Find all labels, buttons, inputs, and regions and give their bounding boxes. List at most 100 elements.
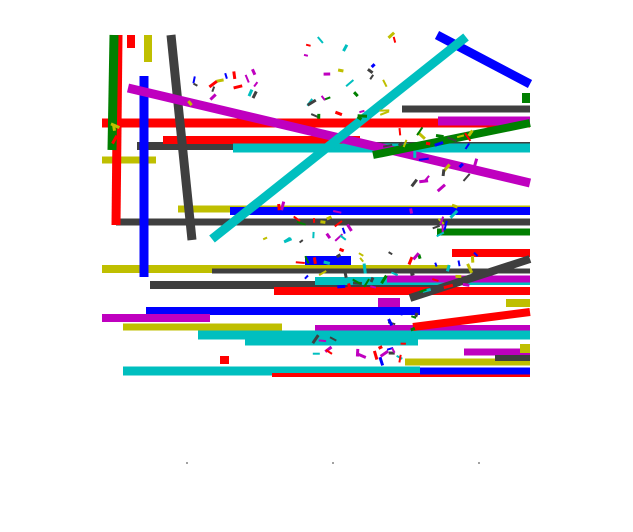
confetti-dash xyxy=(432,224,441,230)
confetti-dash xyxy=(434,219,439,225)
confetti-dash xyxy=(447,136,457,143)
confetti-dash xyxy=(347,283,352,289)
confetti-dash xyxy=(323,260,331,265)
confetti-dash xyxy=(343,269,348,279)
confetti-dash xyxy=(451,203,458,209)
confetti-dash xyxy=(370,63,376,69)
confetti-dash xyxy=(397,141,404,147)
confetti-dash xyxy=(398,128,402,136)
confetti-dash xyxy=(339,234,347,241)
confetti-dash xyxy=(423,175,430,182)
confetti-dash xyxy=(211,86,216,93)
confetti-dash xyxy=(419,179,429,184)
confetti-dash xyxy=(387,318,394,327)
olive-small-square xyxy=(520,344,530,353)
confetti-dash xyxy=(363,278,370,288)
confetti-dash xyxy=(352,91,359,98)
confetti-dash xyxy=(244,74,250,83)
confetti-dash xyxy=(402,139,408,148)
confetti-dash xyxy=(208,80,218,89)
confetti-dash xyxy=(449,209,459,219)
confetti-dash xyxy=(377,345,383,350)
confetti-dash xyxy=(280,201,286,211)
confetti-dash xyxy=(409,208,414,214)
confetti-dash xyxy=(336,253,342,259)
confetti-dash xyxy=(318,270,327,276)
confetti-dash xyxy=(293,215,301,222)
blue-short-bar xyxy=(305,256,351,265)
confetti-dash xyxy=(341,227,346,234)
confetti-dash xyxy=(193,82,198,87)
confetti-dash xyxy=(318,339,327,343)
confetti-dash xyxy=(359,109,365,114)
confetti-dash xyxy=(410,178,418,188)
confetti-dash xyxy=(419,288,427,293)
confetti-dash xyxy=(110,122,121,129)
confetti-dash xyxy=(443,283,454,290)
confetti-dash xyxy=(332,210,342,214)
confetti-dash xyxy=(369,74,375,80)
confetti-dash xyxy=(305,43,311,47)
confetti-dash xyxy=(457,260,461,267)
confetti-dash xyxy=(462,282,470,287)
confetti-dash xyxy=(434,262,438,267)
confetti-dash xyxy=(380,274,388,285)
confetti-dash xyxy=(369,276,375,283)
confetti-dash xyxy=(410,272,415,276)
confetti-dash xyxy=(456,134,465,139)
confetti-dash xyxy=(345,79,355,88)
cyan-diagonal-bar xyxy=(209,33,469,243)
confetti-dash xyxy=(262,236,268,241)
confetti-dash xyxy=(441,169,446,177)
confetti-dash xyxy=(407,256,414,266)
confetti-dash xyxy=(356,115,363,121)
confetti-dash xyxy=(473,251,479,257)
confetti-dash xyxy=(370,285,377,289)
confetti-dash xyxy=(247,88,254,97)
confetti-dash xyxy=(391,271,399,277)
red-diagonal-bar xyxy=(412,308,531,331)
confetti-dash xyxy=(398,354,402,363)
confetti-dash xyxy=(410,326,416,332)
confetti-dash xyxy=(379,349,389,358)
confetti-dash xyxy=(466,263,474,274)
confetti-dash xyxy=(329,336,337,342)
confetti-dash xyxy=(357,114,368,118)
confetti-dash xyxy=(383,143,393,148)
confetti-dash xyxy=(443,220,448,231)
confetti-dash xyxy=(472,169,478,175)
confetti-dash xyxy=(378,356,385,366)
confetti-dash xyxy=(277,203,281,211)
confetti-dash xyxy=(392,36,397,43)
confetti-dash xyxy=(417,254,422,260)
confetti-dash xyxy=(325,349,333,355)
confetti-dash xyxy=(416,126,424,136)
confetti-dash xyxy=(458,162,464,169)
confetti-dash xyxy=(432,278,439,282)
confetti-dash xyxy=(283,237,293,244)
confetti-dash xyxy=(414,312,419,318)
confetti-dash xyxy=(462,173,471,182)
confetti-dash xyxy=(334,110,343,117)
confetti-dash xyxy=(436,231,445,238)
confetti-dash xyxy=(317,36,324,44)
confetti-dash xyxy=(464,142,471,150)
confetti-dash xyxy=(412,252,420,261)
confetti-dash xyxy=(439,216,445,225)
confetti-dash xyxy=(299,239,304,244)
magenta-short-bar xyxy=(378,298,400,307)
confetti-dash xyxy=(464,132,472,142)
gray-diagonal-bar xyxy=(408,255,532,302)
confetti-dash xyxy=(334,220,343,228)
confetti-dash xyxy=(337,284,346,289)
confetti-dash xyxy=(352,278,362,285)
confetti-dash xyxy=(295,261,305,264)
confetti-dash xyxy=(358,252,364,257)
confetti-dash xyxy=(232,71,237,80)
confetti-dash xyxy=(320,95,326,101)
confetti-dash xyxy=(425,141,431,146)
confetti-dash xyxy=(388,251,393,256)
confetti-dash xyxy=(311,334,320,345)
confetti-dash xyxy=(467,129,474,137)
